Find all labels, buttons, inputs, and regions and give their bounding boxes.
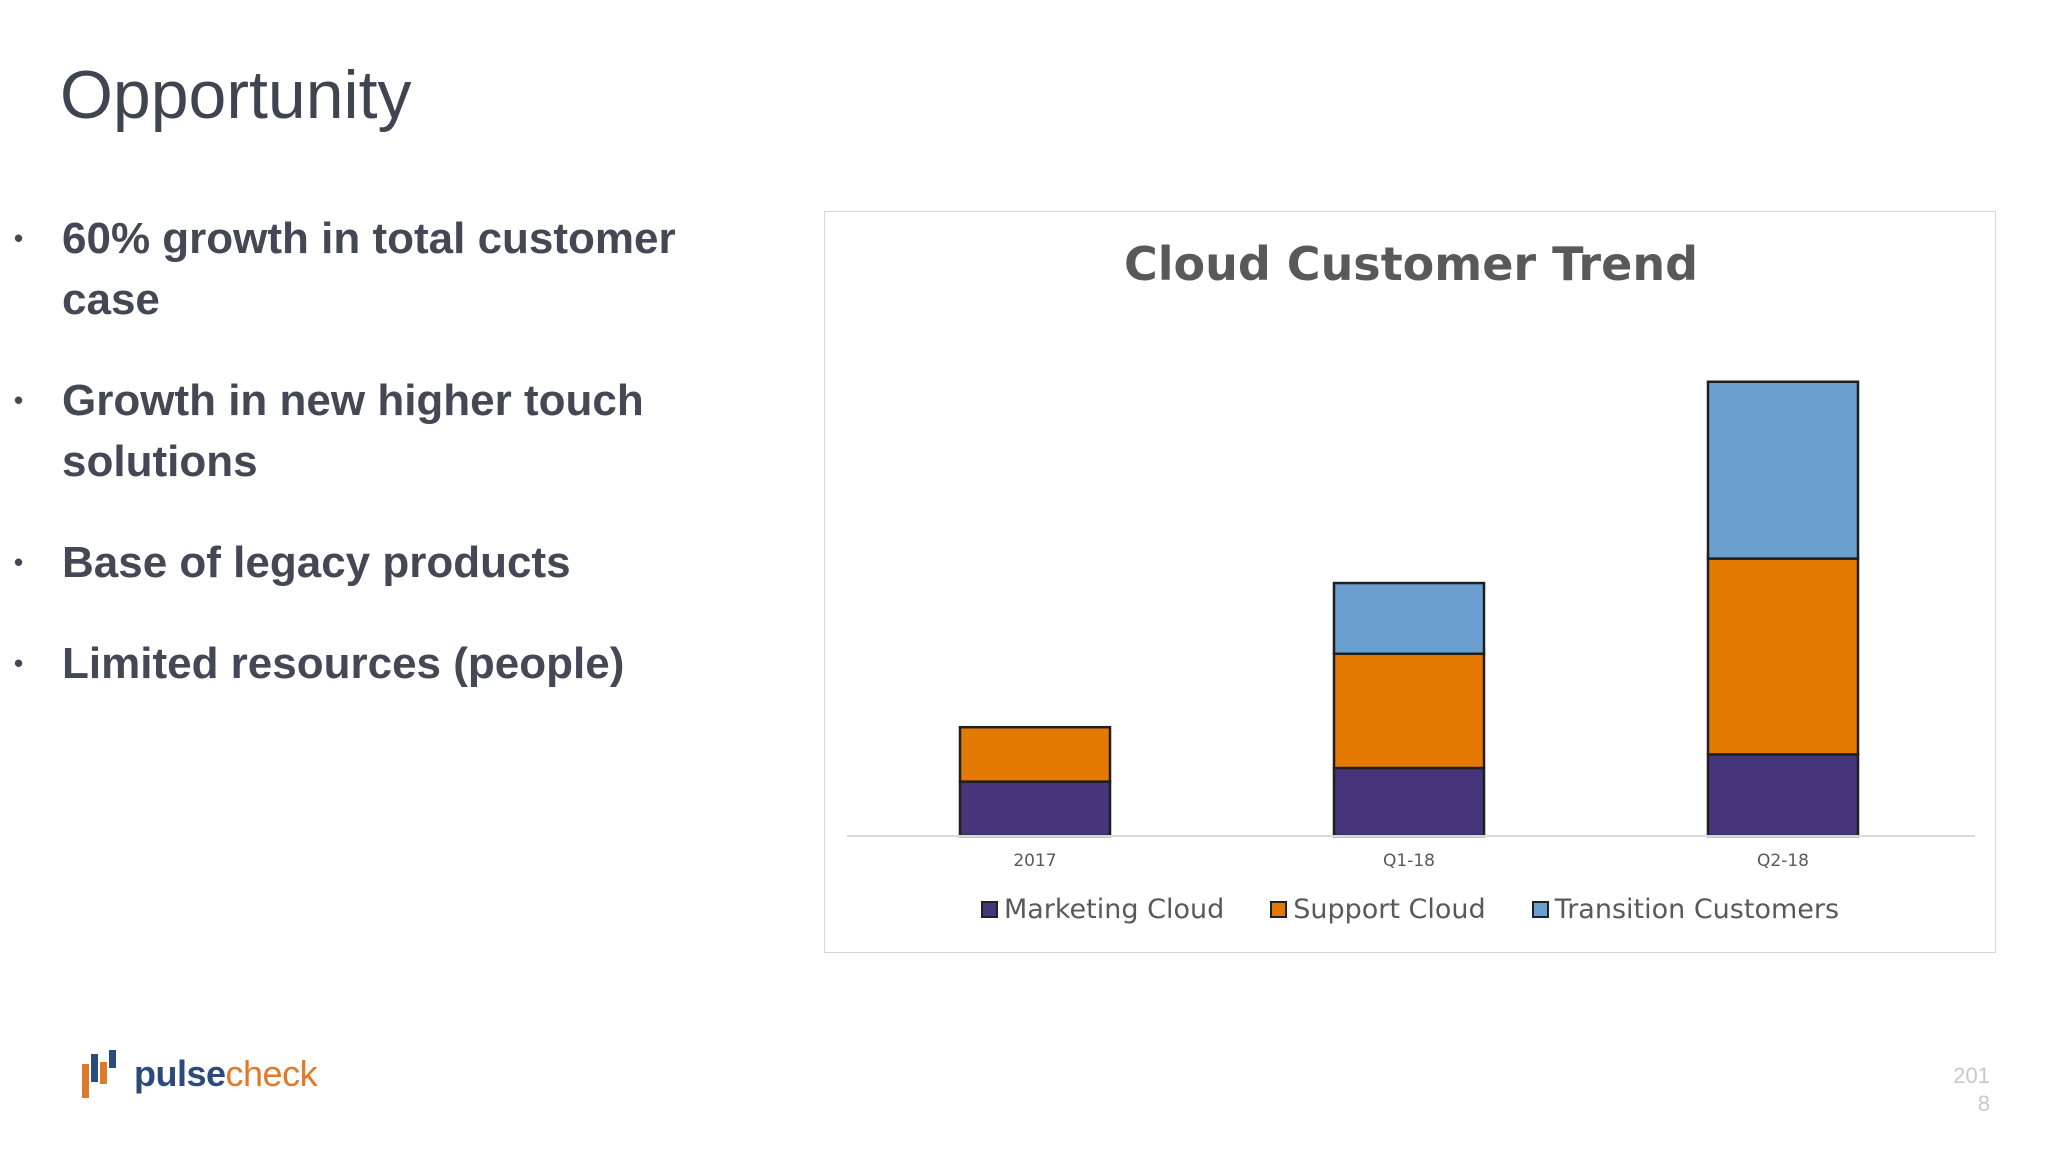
logo-text-pulse: pulse [134,1053,226,1094]
ticks-layer: 2017 Q1-18 Q2-18 [1013,851,1809,871]
legend-item-marketing: Marketing Cloud [980,894,1225,925]
legend-label: Marketing Cloud [1003,894,1225,925]
bars-layer [958,380,1860,838]
chart-legend: Marketing Cloud Support Cloud Transition… [825,894,1995,925]
page-number: 201 8 [1930,1062,1990,1118]
bar-2017-series-1 [958,780,1112,838]
bullet-dot-icon: • [14,385,24,415]
bar-q1-18-series-3 [1332,581,1486,656]
bar-q1-18-series-1 [1332,766,1486,838]
chart-panel: Cloud Customer Trend 2017 Q1-18 Q2-18 Mark… [824,211,1996,953]
logo-text-check: check [225,1053,318,1094]
pulsecheck-logo: pulsecheck [82,1050,318,1098]
logo-wordmark: pulsecheck [134,1053,318,1095]
pulsecheck-logo-icon [82,1050,116,1098]
bullet-item: • Growth in new higher touch solutions [0,370,760,492]
bar-2017-series-2 [958,725,1112,783]
legend-item-support: Support Cloud [1270,894,1486,925]
bar-q2-18-series-1 [1706,753,1860,838]
bullet-item: • Limited resources (people) [0,633,760,694]
bar-q1-18-series-2 [1332,652,1486,770]
legend-swatch [1531,901,1549,918]
bullet-text: Limited resources (people) [62,639,625,688]
bar-q2-18-series-3 [1706,380,1860,560]
bullet-item: • 60% growth in total customer case [0,208,760,330]
bullet-dot-icon: • [14,648,24,678]
bullet-text: 60% growth in total customer case [62,214,676,324]
slide-title: Opportunity [60,57,412,133]
bullet-text: Base of legacy products [62,538,571,587]
bullet-item: • Base of legacy products [0,532,760,593]
bullet-dot-icon: • [14,223,24,253]
legend-label: Transition Customers [1554,894,1840,925]
bar-q2-18-series-2 [1706,557,1860,756]
legend-label: Support Cloud [1293,894,1486,925]
bullet-text: Growth in new higher touch solutions [62,376,644,486]
legend-item-transition: Transition Customers [1531,894,1840,925]
page-number-line: 201 [1953,1063,1990,1088]
legend-swatch [980,901,998,918]
x-tick-label: Q2-18 [1757,851,1809,871]
stacked-bar-chart: Cloud Customer Trend 2017 Q1-18 Q2-18 [847,237,1975,871]
bullet-dot-icon: • [14,547,24,577]
page-number-line: 8 [1977,1091,1990,1116]
legend-swatch [1270,901,1288,918]
bullet-list: • 60% growth in total customer case • Gr… [0,208,760,734]
chart-title: Cloud Customer Trend [1124,237,1698,291]
x-tick-label: Q1-18 [1383,851,1435,871]
x-tick-label: 2017 [1013,851,1056,871]
